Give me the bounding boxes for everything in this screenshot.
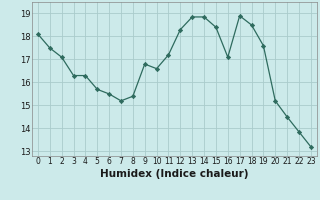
X-axis label: Humidex (Indice chaleur): Humidex (Indice chaleur) — [100, 169, 249, 179]
